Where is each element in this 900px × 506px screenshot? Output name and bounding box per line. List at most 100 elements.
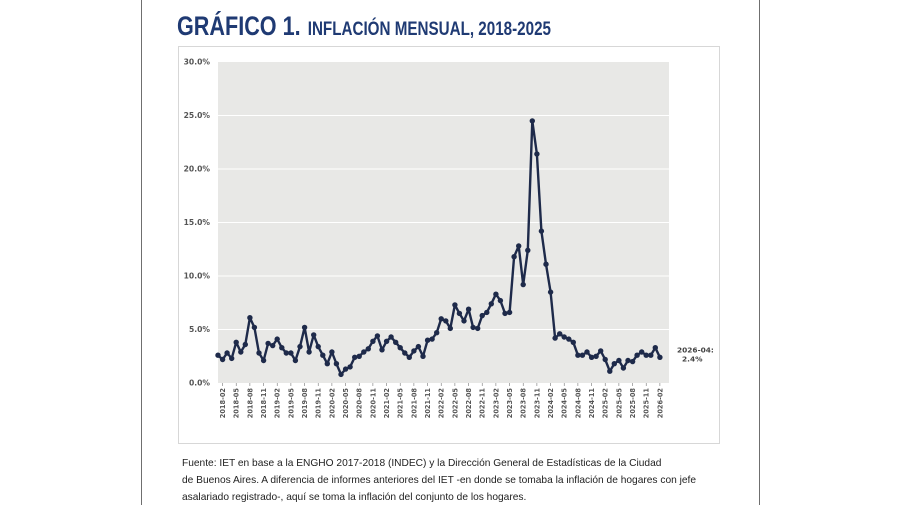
x-tick-label: 2020-02 [328,388,336,419]
y-tick-label: 0.0% [189,379,210,388]
data-point [479,312,485,319]
x-tick-label: 2018-02 [219,388,227,419]
data-point [434,330,440,336]
data-point [297,343,303,350]
x-tick-label: 2024-11 [588,388,596,419]
data-point [324,361,330,367]
data-point [424,337,431,343]
data-point [402,350,408,356]
page-title: GRÁFICO 1. INFLACIÓN MENSUAL, 2018-2025 [177,6,551,43]
x-tick-label: 2025-11 [643,388,651,419]
data-point [347,364,353,370]
data-point [361,349,367,355]
x-tick-label: 2021-08 [410,388,418,419]
data-point [657,354,663,360]
data-point [538,228,545,234]
x-tick-label: 2023-05 [506,388,514,419]
data-point [607,368,613,374]
series [215,118,663,378]
data-point [566,336,572,342]
data-point [420,353,426,359]
x-tick-label: 2019-02 [274,388,282,419]
data-point [411,348,417,354]
data-point [584,349,590,355]
data-point [352,354,358,360]
data-point [238,349,244,355]
data-point [415,343,422,350]
data-point [475,325,481,332]
annotation-label: 2026-04: [677,345,714,354]
data-point [242,341,248,348]
data-point [648,352,654,358]
data-point [452,302,458,308]
data-point [393,339,399,345]
data-point [634,352,640,358]
x-tick-label: 2021-05 [397,388,405,419]
data-point [338,371,344,378]
data-point [465,306,472,312]
y-tick-label: 15.0% [184,218,211,227]
data-point [224,350,230,356]
data-point [547,289,554,295]
data-point [311,332,317,338]
data-point [456,310,463,317]
data-point [383,338,390,344]
x-tick-label: 2021-11 [424,388,432,419]
data-point [397,345,403,351]
data-point [265,340,271,347]
data-point [502,310,508,317]
chart-frame: 0.0% 5.0% 10.0% 15.0% 20.0% 25.0% 30.0% 2018-0… [178,46,720,444]
data-point [233,339,239,345]
data-point [374,333,381,339]
data-point [470,324,476,331]
data-point [333,361,340,367]
data-point [301,324,308,331]
x-tick-label: 2024-05 [561,388,569,419]
data-point [270,342,276,349]
x-tick-label: 2019-11 [315,388,323,419]
data-point [365,346,371,352]
data-point [279,345,285,351]
x-tick-label: 2024-02 [547,388,555,419]
data-point [370,338,376,344]
page-border-right [759,0,760,505]
y-tick-label: 20.0% [184,165,211,174]
y-tick-label: 25.0% [184,111,211,120]
data-point [219,356,226,363]
x-tick-label: 2025-05 [615,388,623,419]
data-point [356,353,362,359]
figure-number: GRÁFICO 1. [177,11,301,41]
data-point [251,324,258,331]
data-point [588,354,595,360]
data-point [506,309,513,316]
data-point [215,352,221,358]
data-point [520,281,526,288]
data-point [552,335,558,341]
data-point [593,353,599,359]
data-point [652,345,658,351]
data-point [511,254,517,260]
data-point [288,350,294,356]
data-point [575,352,581,358]
x-tick-label: 2019-05 [287,388,295,419]
data-point [461,318,467,324]
data-point [629,358,636,365]
data-point [429,336,435,342]
page-border-left [141,0,142,505]
x-tick-label: 2021-02 [383,388,391,419]
annotation-value: 2.4% [682,354,703,363]
data-point [315,343,321,350]
data-point [529,118,535,124]
figure-title: INFLACIÓN MENSUAL, 2018-2025 [307,19,551,40]
source-note-line: Fuente: IET en base a la ENGHO 2017-2018… [182,458,662,469]
data-point [388,334,394,340]
data-point [443,318,449,324]
data-point [598,348,604,354]
data-point [320,352,326,358]
data-point [543,261,549,267]
x-tick-label: 2025-02 [602,388,610,419]
x-tick-label: 2018-08 [246,388,254,419]
x-axis-ticks: 2018-02 2018-05 2018-08 2018-11 2019-02 2019-… [219,383,664,418]
data-point [260,357,267,364]
data-point [256,350,262,356]
